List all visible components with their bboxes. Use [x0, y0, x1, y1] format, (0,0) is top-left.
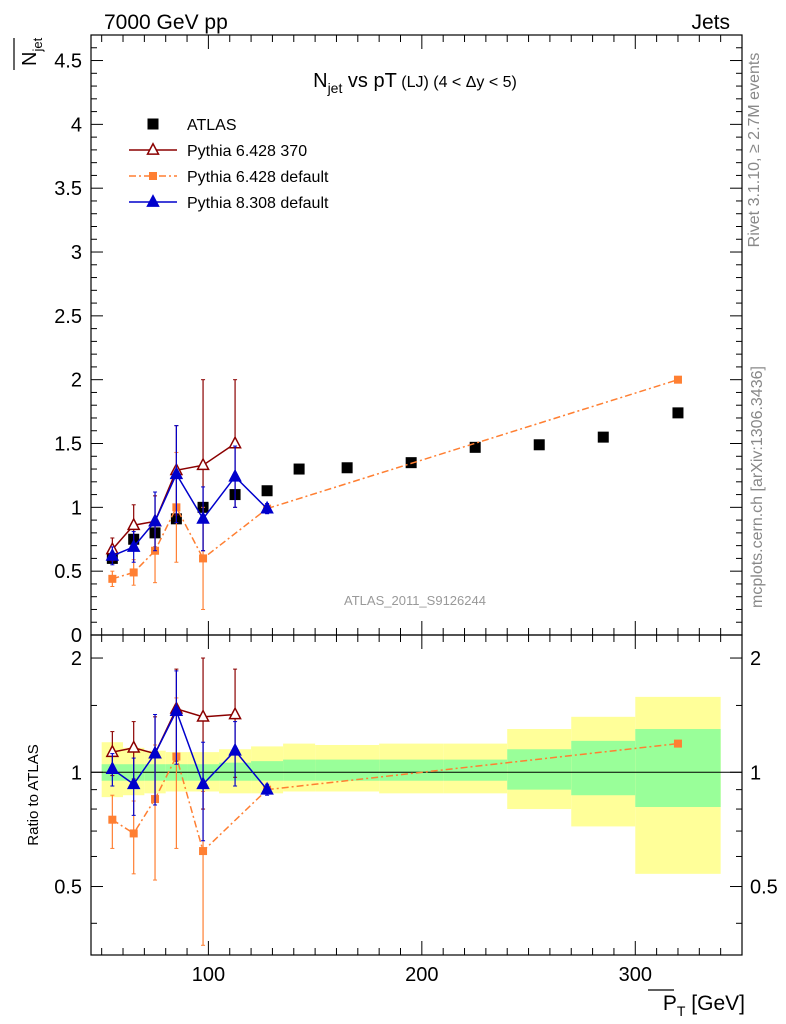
upper-point-pythia-8-308-default [260, 500, 274, 514]
upper-y-tick-label: 2.5 [54, 306, 82, 328]
ratio-band-green [379, 759, 444, 781]
upper-point-atlas [533, 439, 545, 451]
lower-point-pythia-6-428-default [129, 829, 138, 838]
ratio-band-green [251, 761, 284, 781]
lower-point-pythia-6-428-370 [196, 708, 210, 722]
upper-line-pythia-6-428-370 [111, 442, 236, 550]
upper-point-pythia-8-308-default [105, 547, 120, 561]
upper-y-tick-label: 3 [71, 242, 82, 264]
upper-point-atlas [261, 485, 273, 497]
upper-y-tick-label: 2 [71, 370, 82, 392]
upper-point-pythia-8-308-default [228, 468, 242, 482]
ratio-band-green [283, 759, 316, 781]
lower-point-pythia-6-428-default [673, 739, 682, 748]
analysis-id-label: ATLAS_2011_S9126244 [344, 593, 486, 608]
upper-point-pythia-8-308-default [169, 466, 184, 480]
upper-point-pythia-8-308-default [148, 513, 162, 527]
lower-point-pythia-8-308-default [196, 776, 210, 790]
lower-point-pythia-8-308-default [105, 761, 120, 774]
lower-point-pythia-6-428-default [199, 847, 208, 856]
legend-label: Pythia 6.428 default [187, 169, 329, 186]
upper-line-pythia-6-428-default [112, 378, 679, 580]
upper-y-tick-label: 4 [71, 114, 82, 136]
lower-point-pythia-6-428-370 [228, 706, 242, 720]
lower-point-pythia-6-428-370 [126, 739, 141, 753]
x-tick-label: 100 [192, 964, 225, 986]
lower-point-pythia-8-308-default [228, 742, 242, 756]
header-right: Jets [691, 11, 730, 34]
ratio-band-green [507, 749, 572, 790]
lower-point-pythia-6-428-default [108, 815, 117, 824]
legend-label: Pythia 6.428 370 [187, 143, 307, 160]
upper-point-pythia-6-428-default [673, 375, 682, 384]
lower-y-tick-label: 0.5 [54, 877, 82, 899]
legend-marker [149, 172, 157, 180]
upper-point-atlas [597, 431, 609, 443]
upper-y-tick-label: 1.5 [54, 434, 82, 456]
lower-y-axis-label: Ratio to ATLAS [25, 744, 42, 845]
upper-point-pythia-8-308-default [126, 539, 141, 552]
upper-y-axis-label: Njet [19, 37, 45, 66]
upper-y-tick-label: 3.5 [54, 178, 82, 200]
upper-point-pythia-6-428-370 [126, 517, 141, 531]
lower-y-tick-label-right: 1 [750, 762, 761, 784]
upper-point-atlas [293, 463, 305, 475]
ratio-band-green [443, 759, 508, 781]
upper-point-atlas [341, 462, 353, 474]
upper-point-pythia-6-428-default [129, 568, 138, 577]
x-tick-label: 200 [405, 964, 438, 986]
upper-point-pythia-8-308-default [196, 510, 210, 524]
upper-y-tick-label: 0.5 [54, 561, 82, 583]
ratio-band-green [315, 759, 380, 781]
upper-y-tick-label: 0 [71, 625, 82, 647]
lower-point-pythia-8-308-default [148, 745, 162, 759]
lower-plot-frame [90, 634, 743, 956]
lower-point-pythia-8-308-default [126, 776, 141, 790]
legend-label: Pythia 8.308 default [187, 195, 329, 212]
upper-point-pythia-6-428-default [199, 554, 208, 563]
legend-label: ATLAS [187, 117, 237, 134]
mcplots-label: mcplots.cern.ch [arXiv:1306.3436] [749, 366, 766, 608]
x-tick-label: 300 [619, 964, 652, 986]
lower-y-tick-label-right: 2 [750, 648, 761, 670]
lower-y-tick-label: 2 [71, 648, 82, 670]
x-axis-label: PT [GeV] [663, 992, 745, 1019]
lower-y-tick-label: 1 [71, 762, 82, 784]
chart-title: Njet vs pT (LJ) (4 < Δy < 5) [313, 70, 517, 96]
legend-marker [146, 194, 160, 207]
header-left: 7000 GeV pp [104, 11, 228, 34]
upper-point-atlas [469, 441, 481, 453]
upper-point-atlas [672, 407, 684, 419]
upper-point-pythia-6-428-370 [196, 457, 210, 471]
upper-point-pythia-6-428-default [108, 574, 117, 583]
upper-y-tick-label: 1 [71, 497, 82, 519]
upper-y-tick-label: 4.5 [54, 51, 82, 73]
legend-marker [147, 118, 159, 130]
lower-point-pythia-8-308-default [169, 703, 184, 716]
legend-marker [146, 142, 160, 155]
rivet-version-label: Rivet 3.1.10, ≥ 2.7M events [746, 53, 763, 248]
lower-y-tick-label-right: 0.5 [750, 877, 778, 899]
lower-point-pythia-8-308-default [260, 781, 274, 795]
